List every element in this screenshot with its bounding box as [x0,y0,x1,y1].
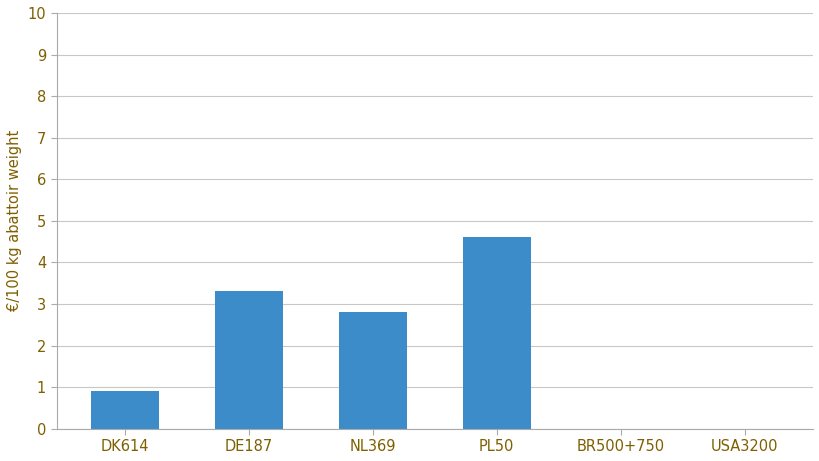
Bar [338,312,406,429]
Bar [215,291,283,429]
Bar [91,391,159,429]
Bar [462,237,530,429]
Y-axis label: €/100 kg abattoir weight: €/100 kg abattoir weight [7,130,22,312]
